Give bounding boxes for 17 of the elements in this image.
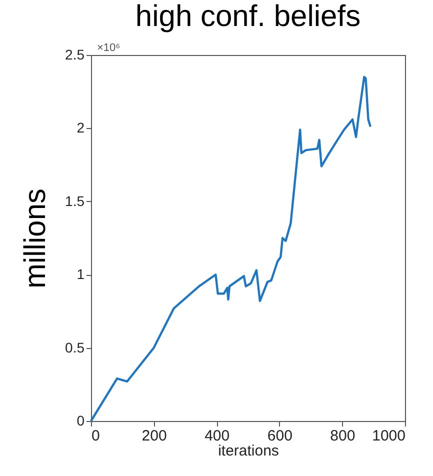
y-tick-label: 2.5	[65, 46, 85, 62]
x-tick-label: 600	[267, 428, 292, 444]
chart-title: high conf. beliefs	[135, 0, 361, 33]
y-tick-label: 1	[76, 266, 85, 282]
x-tick-label: 1000	[372, 428, 406, 444]
x-axis-title: iterations	[218, 442, 279, 460]
x-tick-label: 0	[92, 428, 100, 444]
y-tick-label: 0.5	[65, 339, 85, 356]
x-tick-label: 800	[330, 428, 356, 444]
y-tick-label: 1.5	[65, 192, 85, 209]
x-tick-label: 200	[142, 428, 167, 444]
y-tick-label: 0	[76, 412, 85, 428]
y-axis-title: millions	[19, 188, 52, 289]
y-tick-label: 2	[76, 120, 85, 136]
text: ×10⁶	[97, 42, 120, 54]
x-tick-label: 400	[204, 428, 230, 444]
line-series	[90, 76, 372, 422]
